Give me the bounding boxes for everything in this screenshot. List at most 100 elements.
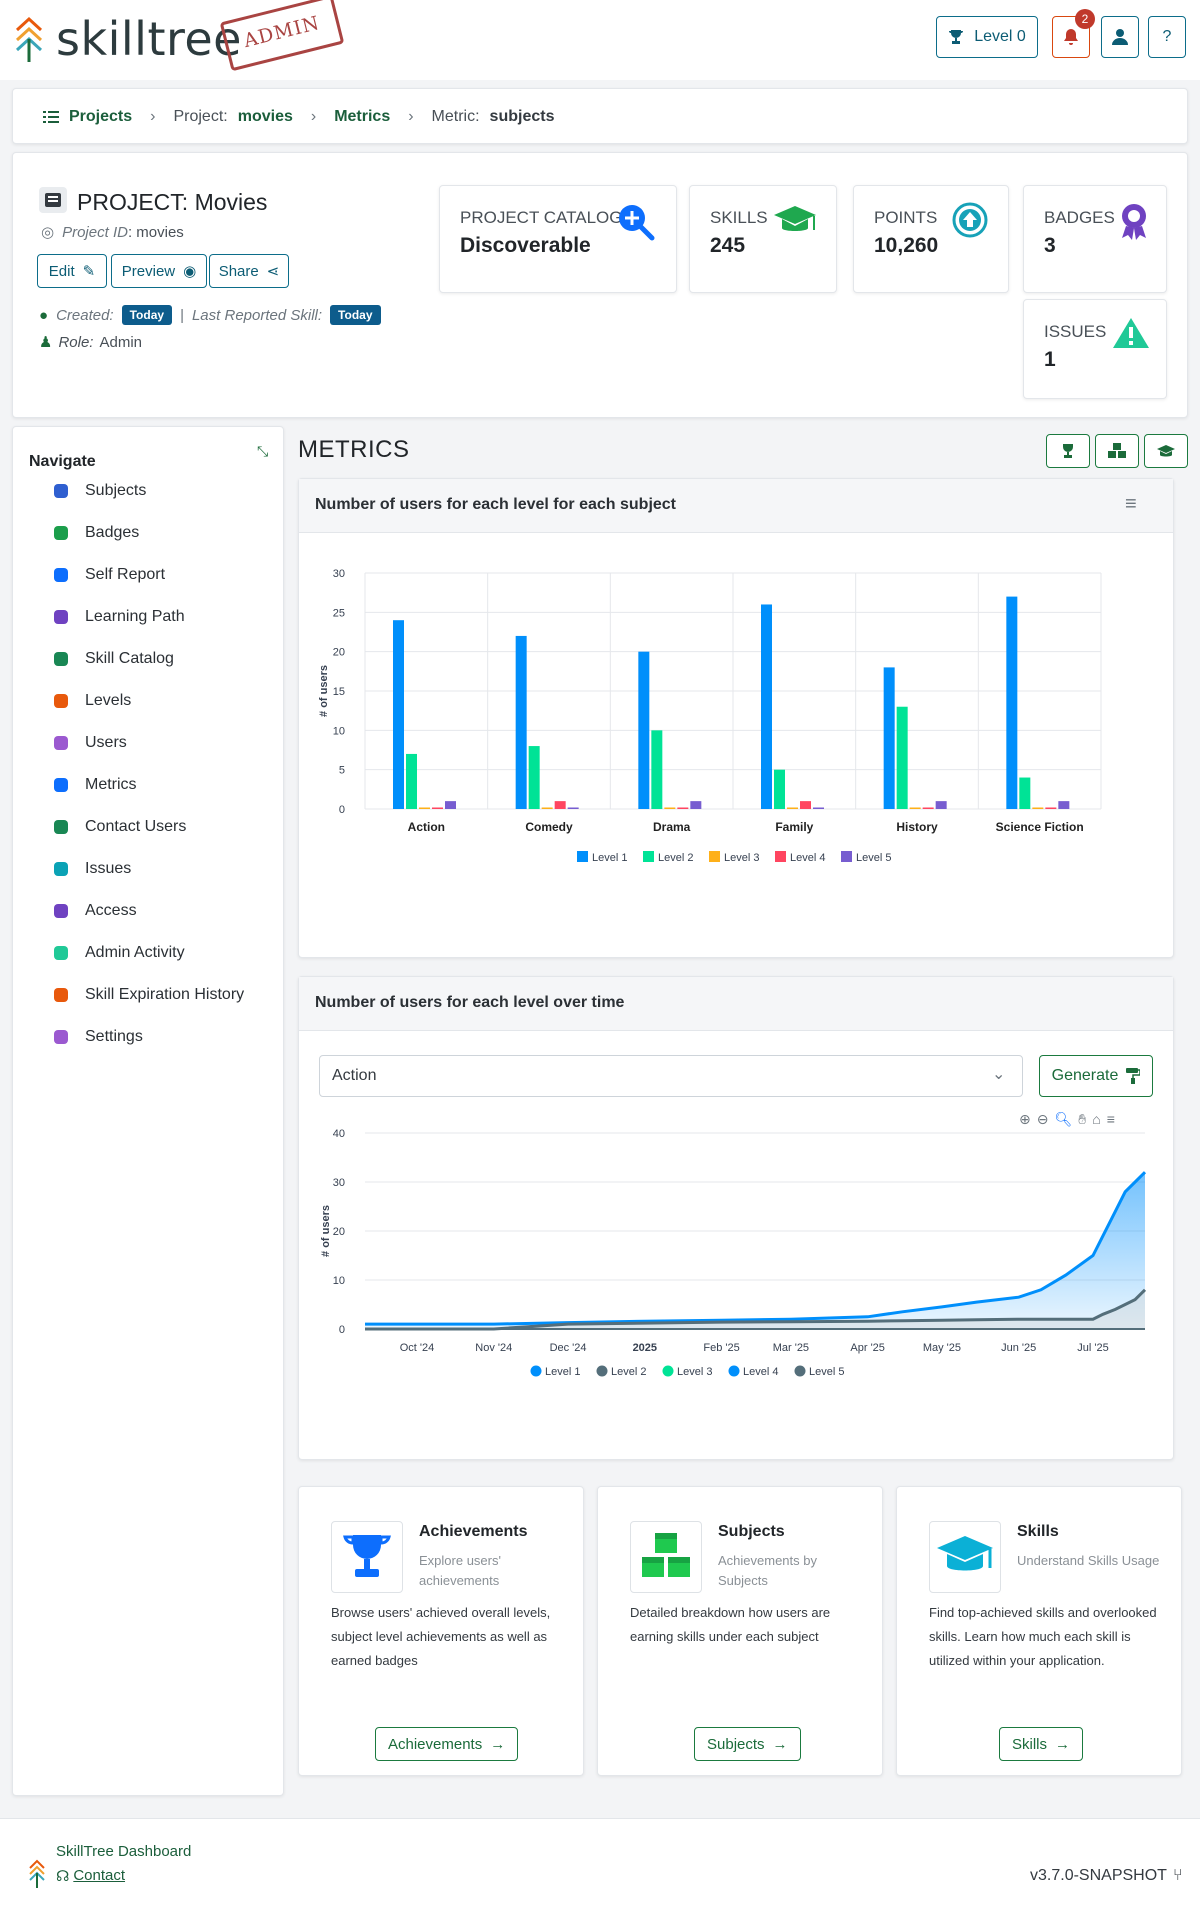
feature-description: Find top-achieved skills and overlooked … — [929, 1605, 1157, 1668]
feature-subtitle: Achievements by Subjects — [718, 1553, 817, 1588]
subjects-shortcut-button[interactable] — [1095, 434, 1139, 468]
trophy-icon — [1063, 444, 1073, 458]
user-button[interactable] — [1101, 16, 1139, 58]
generate-button[interactable]: Generate — [1039, 1055, 1153, 1097]
bar-level-1-action — [393, 620, 404, 809]
subjects-icon — [51, 481, 71, 501]
x-category-label: Science Fiction — [996, 820, 1084, 834]
bar-level-2-history — [896, 706, 908, 809]
stat-value: 1 — [1044, 348, 1056, 371]
sidebar-item-label: Badges — [85, 524, 140, 541]
legend-label: Level 1 — [545, 1366, 580, 1378]
achievements-shortcut-button[interactable] — [1046, 434, 1090, 468]
edit-button[interactable]: Edit ✎ — [37, 254, 107, 288]
project-title: PROJECT: Movies — [77, 189, 268, 215]
level-button[interactable]: Level 0 — [936, 16, 1038, 58]
pan-icon[interactable]: ✋︎ — [1078, 1111, 1087, 1127]
y-tick-label: 30 — [333, 568, 345, 580]
sidebar-item-issues[interactable]: Issues — [51, 857, 131, 881]
legend-swatch — [577, 851, 588, 862]
sidebar-item-levels[interactable]: Levels — [51, 689, 131, 713]
sidebar-item-settings[interactable]: Settings — [51, 1025, 143, 1049]
sidebar-item-skill-catalog[interactable]: Skill Catalog — [51, 647, 174, 671]
sidebar-item-metrics[interactable]: Metrics — [51, 773, 137, 797]
stat-card-issues[interactable]: ISSUES 1 — [1023, 299, 1167, 399]
zoom-select-icon[interactable]: 🔍︎ — [1054, 1111, 1073, 1127]
bar-level-3-family — [787, 807, 798, 809]
stat-card-catalog: PROJECT CATALOG Discoverable — [439, 185, 677, 293]
bell-icon — [1064, 29, 1078, 45]
subject-select[interactable]: Action ⌄ — [319, 1055, 1023, 1097]
app-header: skilltree ADMIN Level 0 2 ? — [0, 0, 1200, 80]
version-label: v3.7.0-SNAPSHOT — [1030, 1867, 1167, 1884]
breadcrumb-projects-link[interactable]: Projects — [69, 108, 133, 125]
sidebar-item-label: Self Report — [85, 566, 166, 583]
sidebar-item-contact-users[interactable]: Contact Users — [51, 815, 186, 839]
feature-title: Achievements — [419, 1523, 528, 1540]
bar-level-4-history — [922, 807, 934, 809]
sidebar-item-users[interactable]: Users — [51, 731, 127, 755]
bar-level-5-action — [445, 801, 456, 809]
sidebar-item-learning-path[interactable]: Learning Path — [51, 605, 185, 629]
notifications-button[interactable]: 2 — [1052, 9, 1095, 58]
preview-button[interactable]: Preview ◉ — [111, 254, 207, 288]
bar-level-3-history — [909, 807, 921, 809]
y-tick-label: 20 — [333, 1226, 345, 1238]
code-branch-icon: ⑂ — [1172, 1867, 1183, 1884]
collapse-icon[interactable]: ⤡ — [257, 443, 269, 459]
separator: | — [180, 306, 184, 324]
cubes-icon — [630, 1521, 702, 1593]
help-button[interactable]: ? — [1148, 16, 1186, 58]
legend-label: Level 2 — [611, 1366, 646, 1378]
breadcrumb-project-link[interactable]: movies — [237, 108, 293, 125]
project-id-label: Project ID — [62, 223, 128, 241]
skills-shortcut-button[interactable] — [1144, 434, 1188, 468]
sidebar-item-skill-expiration-history[interactable]: Skill Expiration History — [51, 983, 244, 1007]
sidebar-item-admin-activity[interactable]: Admin Activity — [51, 941, 185, 965]
x-tick-label: Jul '25 — [1077, 1342, 1108, 1354]
legend-label: Level 4 — [790, 852, 825, 864]
sidebar-item-self-report[interactable]: Self Report — [51, 563, 165, 587]
menu-icon[interactable]: ≡ — [1106, 1111, 1115, 1127]
bar-level-4-family — [800, 801, 811, 809]
fingerprint-icon: ◎ — [41, 224, 55, 241]
feature-description: Browse users' achieved overall levels, s… — [331, 1605, 551, 1668]
y-tick-label: 15 — [333, 686, 345, 698]
level-label: Level 0 — [974, 28, 1026, 45]
edit-icon: ✎ — [82, 263, 96, 280]
skills-button[interactable]: Skills → — [999, 1727, 1084, 1761]
sidebar-item-access[interactable]: Access — [51, 899, 137, 923]
trophy-icon — [331, 1521, 403, 1593]
sidebar-item-subjects[interactable]: Subjects — [51, 479, 146, 503]
menu-icon[interactable]: ≡ — [1125, 493, 1137, 515]
help-label: ? — [1162, 28, 1172, 45]
logo-text[interactable]: skilltree — [56, 12, 242, 66]
achievements-button[interactable]: Achievements → — [375, 1727, 519, 1761]
list-icon — [43, 111, 59, 123]
created-label: Created: — [56, 306, 114, 324]
legend-label: Level 4 — [743, 1366, 778, 1378]
stat-card-skills: SKILLS 245 — [689, 185, 837, 293]
feature-description: Detailed breakdown how users are earning… — [630, 1605, 831, 1644]
breadcrumb-metrics-link[interactable]: Metrics — [334, 108, 391, 125]
reset-zoom-icon[interactable]: ⌂ — [1092, 1111, 1101, 1127]
bar-level-4-action — [432, 807, 443, 809]
stat-card-points: POINTS 10,260 — [853, 185, 1009, 293]
subjects-button[interactable]: Subjects → — [694, 1727, 801, 1761]
stat-label: SKILLS — [710, 208, 768, 227]
trophy-icon — [51, 691, 71, 711]
button-label: Skills — [1012, 1735, 1048, 1753]
zoom-in-icon[interactable]: ⊕ — [1019, 1111, 1031, 1127]
zoom-out-icon[interactable]: ⊖ — [1036, 1111, 1049, 1127]
x-category-label: Drama — [653, 820, 691, 834]
share-button[interactable]: Share ⋖ — [209, 254, 289, 288]
graduation-cap-icon — [929, 1521, 1001, 1593]
chart-icon — [51, 775, 71, 795]
contact-link[interactable]: ☊ Contact — [56, 1867, 125, 1885]
sidebar-item-badges[interactable]: Badges — [51, 521, 139, 545]
bar-level-5-science-fiction — [1058, 801, 1070, 809]
legend-label: Level 5 — [856, 852, 891, 864]
feature-card-skills: Skills Understand Skills Usage Find top-ac… — [896, 1486, 1182, 1776]
legend-swatch — [841, 851, 852, 862]
legend-marker — [596, 1365, 608, 1377]
